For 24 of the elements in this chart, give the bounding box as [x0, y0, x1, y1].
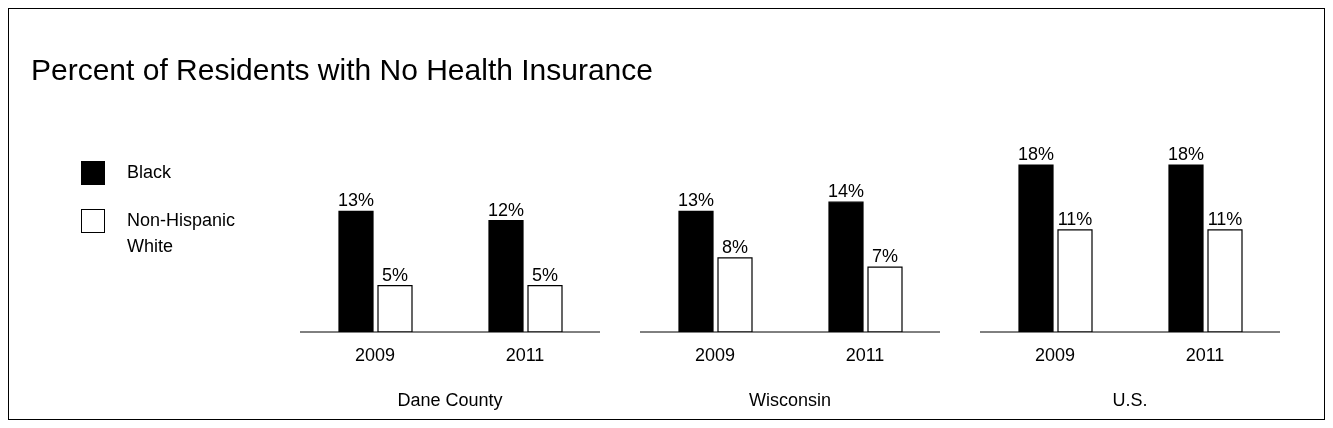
x-axis-title: U.S.	[1112, 390, 1148, 410]
x-axis-title: Dane County	[397, 390, 503, 410]
data-label: 18%	[1167, 144, 1205, 165]
legend-label: Black	[127, 161, 172, 184]
x-axis-title: Wisconsin	[748, 390, 832, 410]
data-label: 14%	[827, 181, 865, 202]
data-label: 11%	[1057, 208, 1093, 229]
data-label: 7%	[871, 246, 899, 267]
data-label: 5%	[531, 264, 559, 285]
data-label: 13%	[337, 190, 375, 211]
x-tick-label: 2011	[845, 344, 885, 365]
x-tick-label: 2009	[1034, 344, 1076, 365]
x-tick-label: 2011	[1185, 344, 1225, 365]
x-tick-label: 2011	[505, 344, 545, 365]
data-label: 18%	[1017, 144, 1055, 165]
chart-title: Percent of Residents with No Health Insurance	[31, 53, 653, 87]
legend-label: Non-Hispanic White	[127, 209, 237, 258]
data-label: 11%	[1207, 208, 1243, 229]
x-tick-label: 2009	[354, 344, 396, 365]
data-label: 8%	[721, 236, 749, 257]
data-label: 12%	[487, 199, 525, 220]
data-label: 5%	[381, 264, 409, 285]
x-tick-label: 2009	[694, 344, 736, 365]
data-label: 13%	[677, 190, 715, 211]
